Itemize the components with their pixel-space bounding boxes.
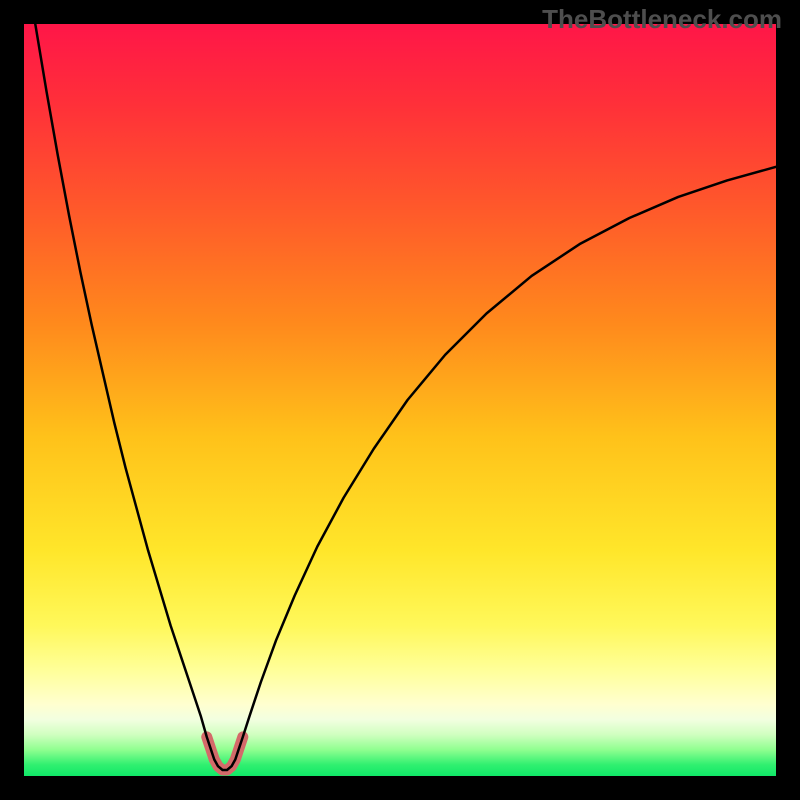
gradient-background [24, 24, 776, 776]
stage: TheBottleneck.com [0, 0, 800, 800]
plot-area [24, 24, 776, 776]
bottleneck-chart [24, 24, 776, 776]
watermark-label: TheBottleneck.com [542, 4, 782, 35]
